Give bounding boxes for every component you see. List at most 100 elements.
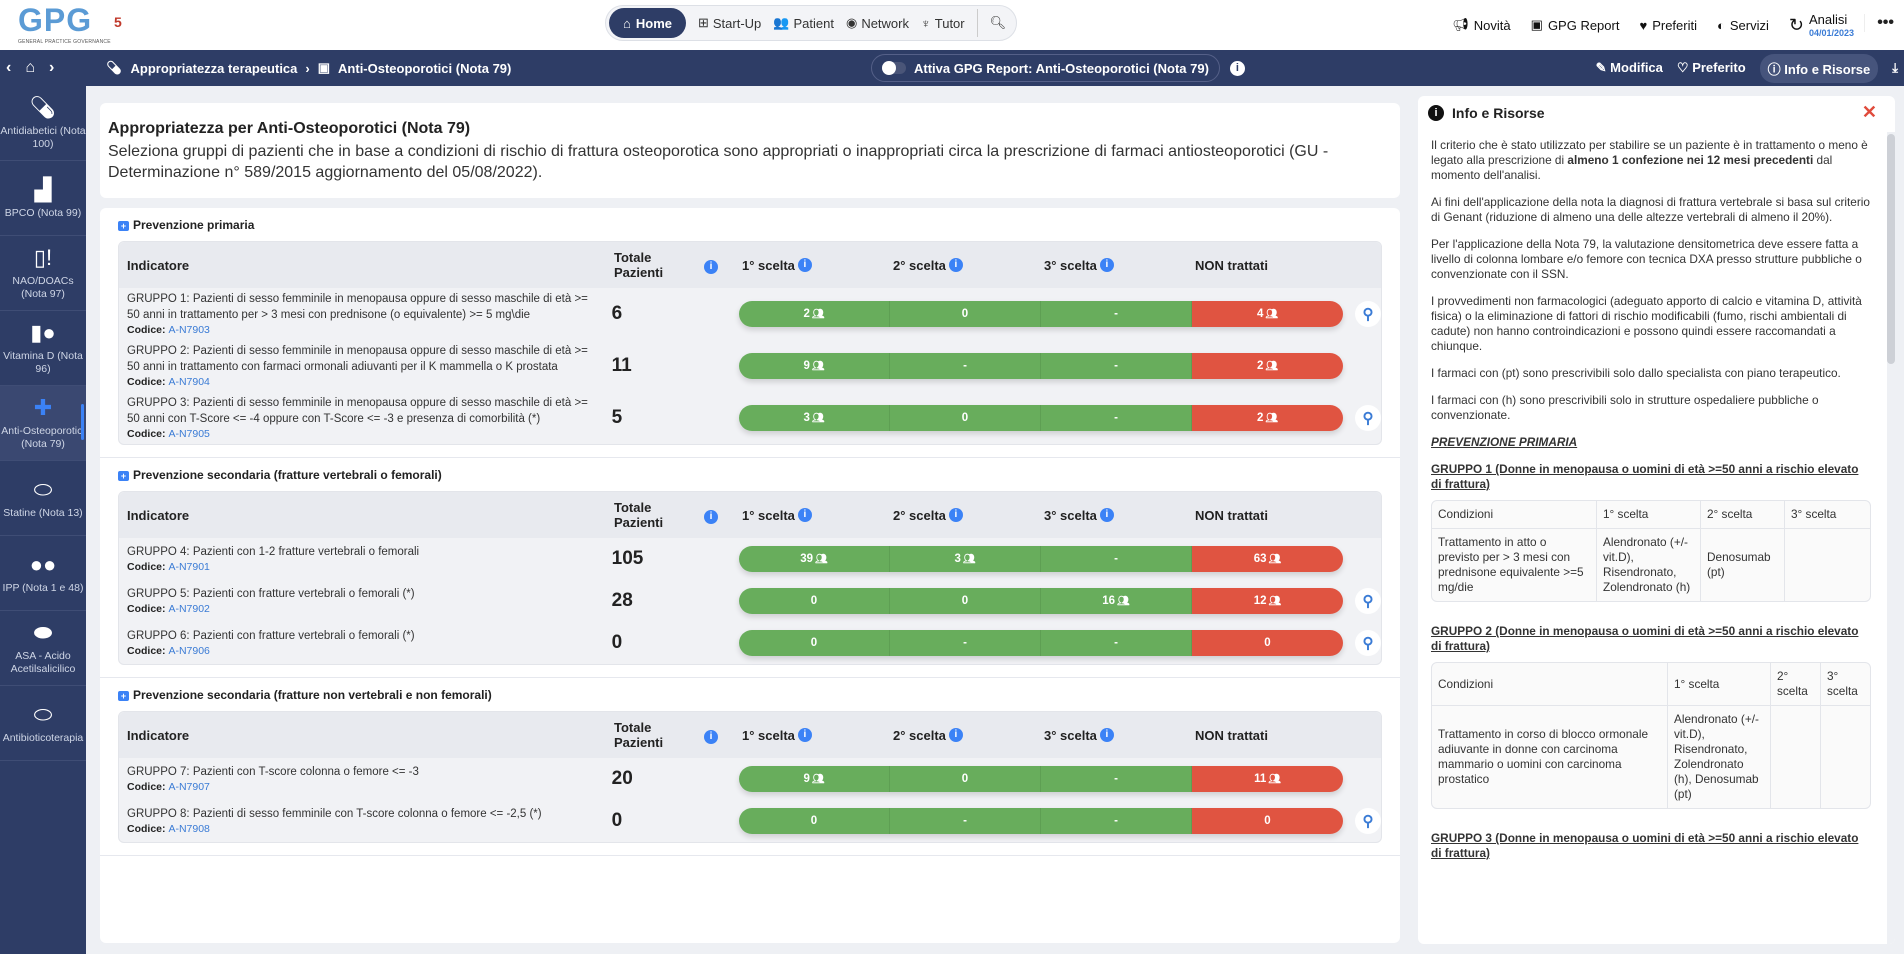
info-icon[interactable]: i <box>948 728 963 742</box>
table-header: 2° scelta <box>1701 501 1785 529</box>
nav-patient[interactable]: 👥 Patient <box>773 15 834 31</box>
bar-segment-first-choice[interactable]: 2 👥︎ <box>739 301 890 327</box>
bar-segment-second-choice[interactable]: 0 <box>890 405 1041 431</box>
indicator-code-link[interactable]: A-N7906 <box>168 645 210 657</box>
sidebar-item[interactable]: ▮● Vitamina D (Nota 96) <box>0 311 86 386</box>
segment-value: 4 <box>1256 308 1264 320</box>
info-risorse-button[interactable]: ⓘ Info e Risorse <box>1759 53 1879 83</box>
bar-segment-second-choice[interactable]: 0 <box>890 588 1041 614</box>
indicator-code-link[interactable]: A-N7904 <box>168 376 210 388</box>
bar-segment-first-choice[interactable]: 39 👥︎ <box>739 546 890 572</box>
bar-segment-not-treated[interactable]: 2 👥︎ <box>1192 405 1343 431</box>
info-icon[interactable]: i <box>704 509 718 524</box>
search-button[interactable]: ⚲ <box>1355 808 1381 834</box>
nav-gpg-report[interactable]: ▣ GPG Report <box>1531 17 1620 33</box>
nav-tutor[interactable]: ♆ Tutor <box>921 16 965 31</box>
bar-segment-third-choice[interactable]: - <box>1041 630 1192 656</box>
search-button[interactable]: 🔍︎ <box>990 15 1007 31</box>
bar-segment-not-treated[interactable]: 4 👥︎ <box>1192 301 1343 327</box>
sidebar-item[interactable]: ▟ BPCO (Nota 99) <box>0 161 86 236</box>
gpg-report-toggle[interactable]: Attiva GPG Report: Anti-Osteoporotici (N… <box>871 54 1220 82</box>
search-button[interactable]: ⚲ <box>1355 630 1381 656</box>
search-button[interactable]: ⚲ <box>1355 588 1381 614</box>
info-icon[interactable]: i <box>1099 258 1114 272</box>
toggle-switch[interactable] <box>882 61 906 75</box>
bar-segment-not-treated[interactable]: 0 <box>1192 808 1343 834</box>
bar-segment-second-choice[interactable]: - <box>890 630 1041 656</box>
nav-home[interactable]: ⌂ Home <box>609 8 686 38</box>
bar-segment-not-treated[interactable]: 2 👥︎ <box>1192 353 1343 379</box>
info-icon[interactable]: i <box>1099 508 1114 522</box>
more-menu-button[interactable]: ••• <box>1864 14 1894 32</box>
info-icon[interactable]: i <box>797 258 812 272</box>
bar-segment-not-treated[interactable]: 12 👥︎ <box>1192 588 1343 614</box>
bar-segment-third-choice[interactable]: - <box>1041 301 1192 327</box>
scrollbar-thumb[interactable] <box>1887 134 1895 364</box>
indicator-code-link[interactable]: A-N7907 <box>168 781 210 793</box>
sidebar-item[interactable]: ⬭ Antibioticoterapia <box>0 686 86 761</box>
bar-segment-first-choice[interactable]: 0 <box>739 588 890 614</box>
bar-segment-third-choice[interactable]: - <box>1041 808 1192 834</box>
indicator-code-link[interactable]: A-N7902 <box>168 603 210 615</box>
nav-servizi[interactable]: ◐ Servizi <box>1717 18 1769 33</box>
sidebar-item[interactable]: 💊︎ Antidiabetici (Nota 100) <box>0 86 86 161</box>
bar-segment-not-treated[interactable]: 63 👥︎ <box>1192 546 1343 572</box>
breadcrumb-item[interactable]: Anti-Osteoporotici (Nota 79) <box>338 60 512 76</box>
nav-analisi[interactable]: ↻ Analisi 04/01/2023 <box>1789 12 1854 39</box>
nav-preferiti[interactable]: ♥ Preferiti <box>1639 18 1697 33</box>
indicator-code-link[interactable]: A-N7908 <box>168 823 210 835</box>
bar-segment-first-choice[interactable]: 9 👥︎ <box>739 353 890 379</box>
sidebar-item[interactable]: ⬭ Statine (Nota 13) <box>0 461 86 536</box>
forward-arrow-icon[interactable]: › <box>49 59 55 76</box>
search-button[interactable]: ⚲ <box>1355 301 1381 327</box>
bar-segment-third-choice[interactable]: - <box>1041 353 1192 379</box>
indicator-code-link[interactable]: A-N7903 <box>168 324 210 336</box>
bar-segment-second-choice[interactable]: - <box>890 808 1041 834</box>
bar-segment-second-choice[interactable]: 0 <box>890 301 1041 327</box>
back-arrow-icon[interactable]: ‹ <box>6 59 12 76</box>
bar-segment-third-choice[interactable]: - <box>1041 766 1192 792</box>
sidebar-item[interactable]: ▯! NAO/DOACs (Nota 97) <box>0 236 86 311</box>
bar-segment-first-choice[interactable]: 3 👥︎ <box>739 405 890 431</box>
preferito-button[interactable]: ♡ Preferito <box>1676 60 1746 75</box>
panel-scrollbar[interactable] <box>1887 132 1895 944</box>
indicator-code-link[interactable]: A-N7905 <box>168 428 210 440</box>
info-icon[interactable]: i <box>948 508 963 522</box>
nav-network[interactable]: ◉ Network <box>846 15 909 31</box>
logo-text: GPG <box>18 2 93 38</box>
section-title: Prevenzione secondaria (fratture vertebr… <box>133 468 442 482</box>
info-icon[interactable]: i <box>704 259 718 274</box>
sidebar-item[interactable]: ●● IPP (Nota 1 e 48) <box>0 536 86 611</box>
sidebar-item[interactable]: ⬬ ASA - Acido Acetilsalicilico <box>0 611 86 686</box>
bar-segment-not-treated[interactable]: 11 👥︎ <box>1192 766 1343 792</box>
info-icon[interactable]: i <box>797 508 812 522</box>
home-icon[interactable]: ⌂ <box>25 59 35 76</box>
search-button[interactable]: ⚲ <box>1355 405 1381 431</box>
bar-segment-third-choice[interactable]: - <box>1041 405 1192 431</box>
breadcrumb-item[interactable]: Appropriatezza terapeutica <box>130 60 298 76</box>
nav-label: Servizi <box>1729 17 1769 33</box>
bar-segment-third-choice[interactable]: - <box>1041 546 1192 572</box>
info-icon[interactable]: i <box>797 728 812 742</box>
bar-segment-first-choice[interactable]: 0 <box>739 630 890 656</box>
sidebar-item[interactable]: ✚ Anti-Osteoporotici (Nota 79) <box>0 386 86 461</box>
bar-segment-not-treated[interactable]: 0 <box>1192 630 1343 656</box>
download-icon[interactable]: ⤓ <box>1892 60 1898 75</box>
bar-segment-second-choice[interactable]: 3 👥︎ <box>890 546 1041 572</box>
nav-start-up[interactable]: ⊞ Start-Up <box>698 15 761 31</box>
info-icon[interactable]: i <box>1229 60 1245 76</box>
nav-novita[interactable]: 📢︎ Novità <box>1452 17 1510 33</box>
indicator-code-link[interactable]: A-N7901 <box>168 561 210 573</box>
bar-segment-second-choice[interactable]: 0 <box>890 766 1041 792</box>
info-icon[interactable]: i <box>948 258 963 272</box>
gpg-logo[interactable]: GPG GENERAL PRACTICE GOVERNANCE 5 <box>18 2 128 48</box>
bar-segment-first-choice[interactable]: 0 <box>739 808 890 834</box>
info-icon[interactable]: i <box>704 729 718 744</box>
bar-segment-second-choice[interactable]: - <box>890 353 1041 379</box>
modifica-button[interactable]: ✎ Modifica <box>1595 60 1663 75</box>
info-icon[interactable]: i <box>1099 728 1114 742</box>
bar-segment-third-choice[interactable]: 16 👥︎ <box>1041 588 1192 614</box>
close-icon[interactable]: ✕ <box>1861 102 1877 122</box>
table-cell: Trattamento in atto o previsto per > 3 m… <box>1432 529 1597 601</box>
bar-segment-first-choice[interactable]: 9 👥︎ <box>739 766 890 792</box>
